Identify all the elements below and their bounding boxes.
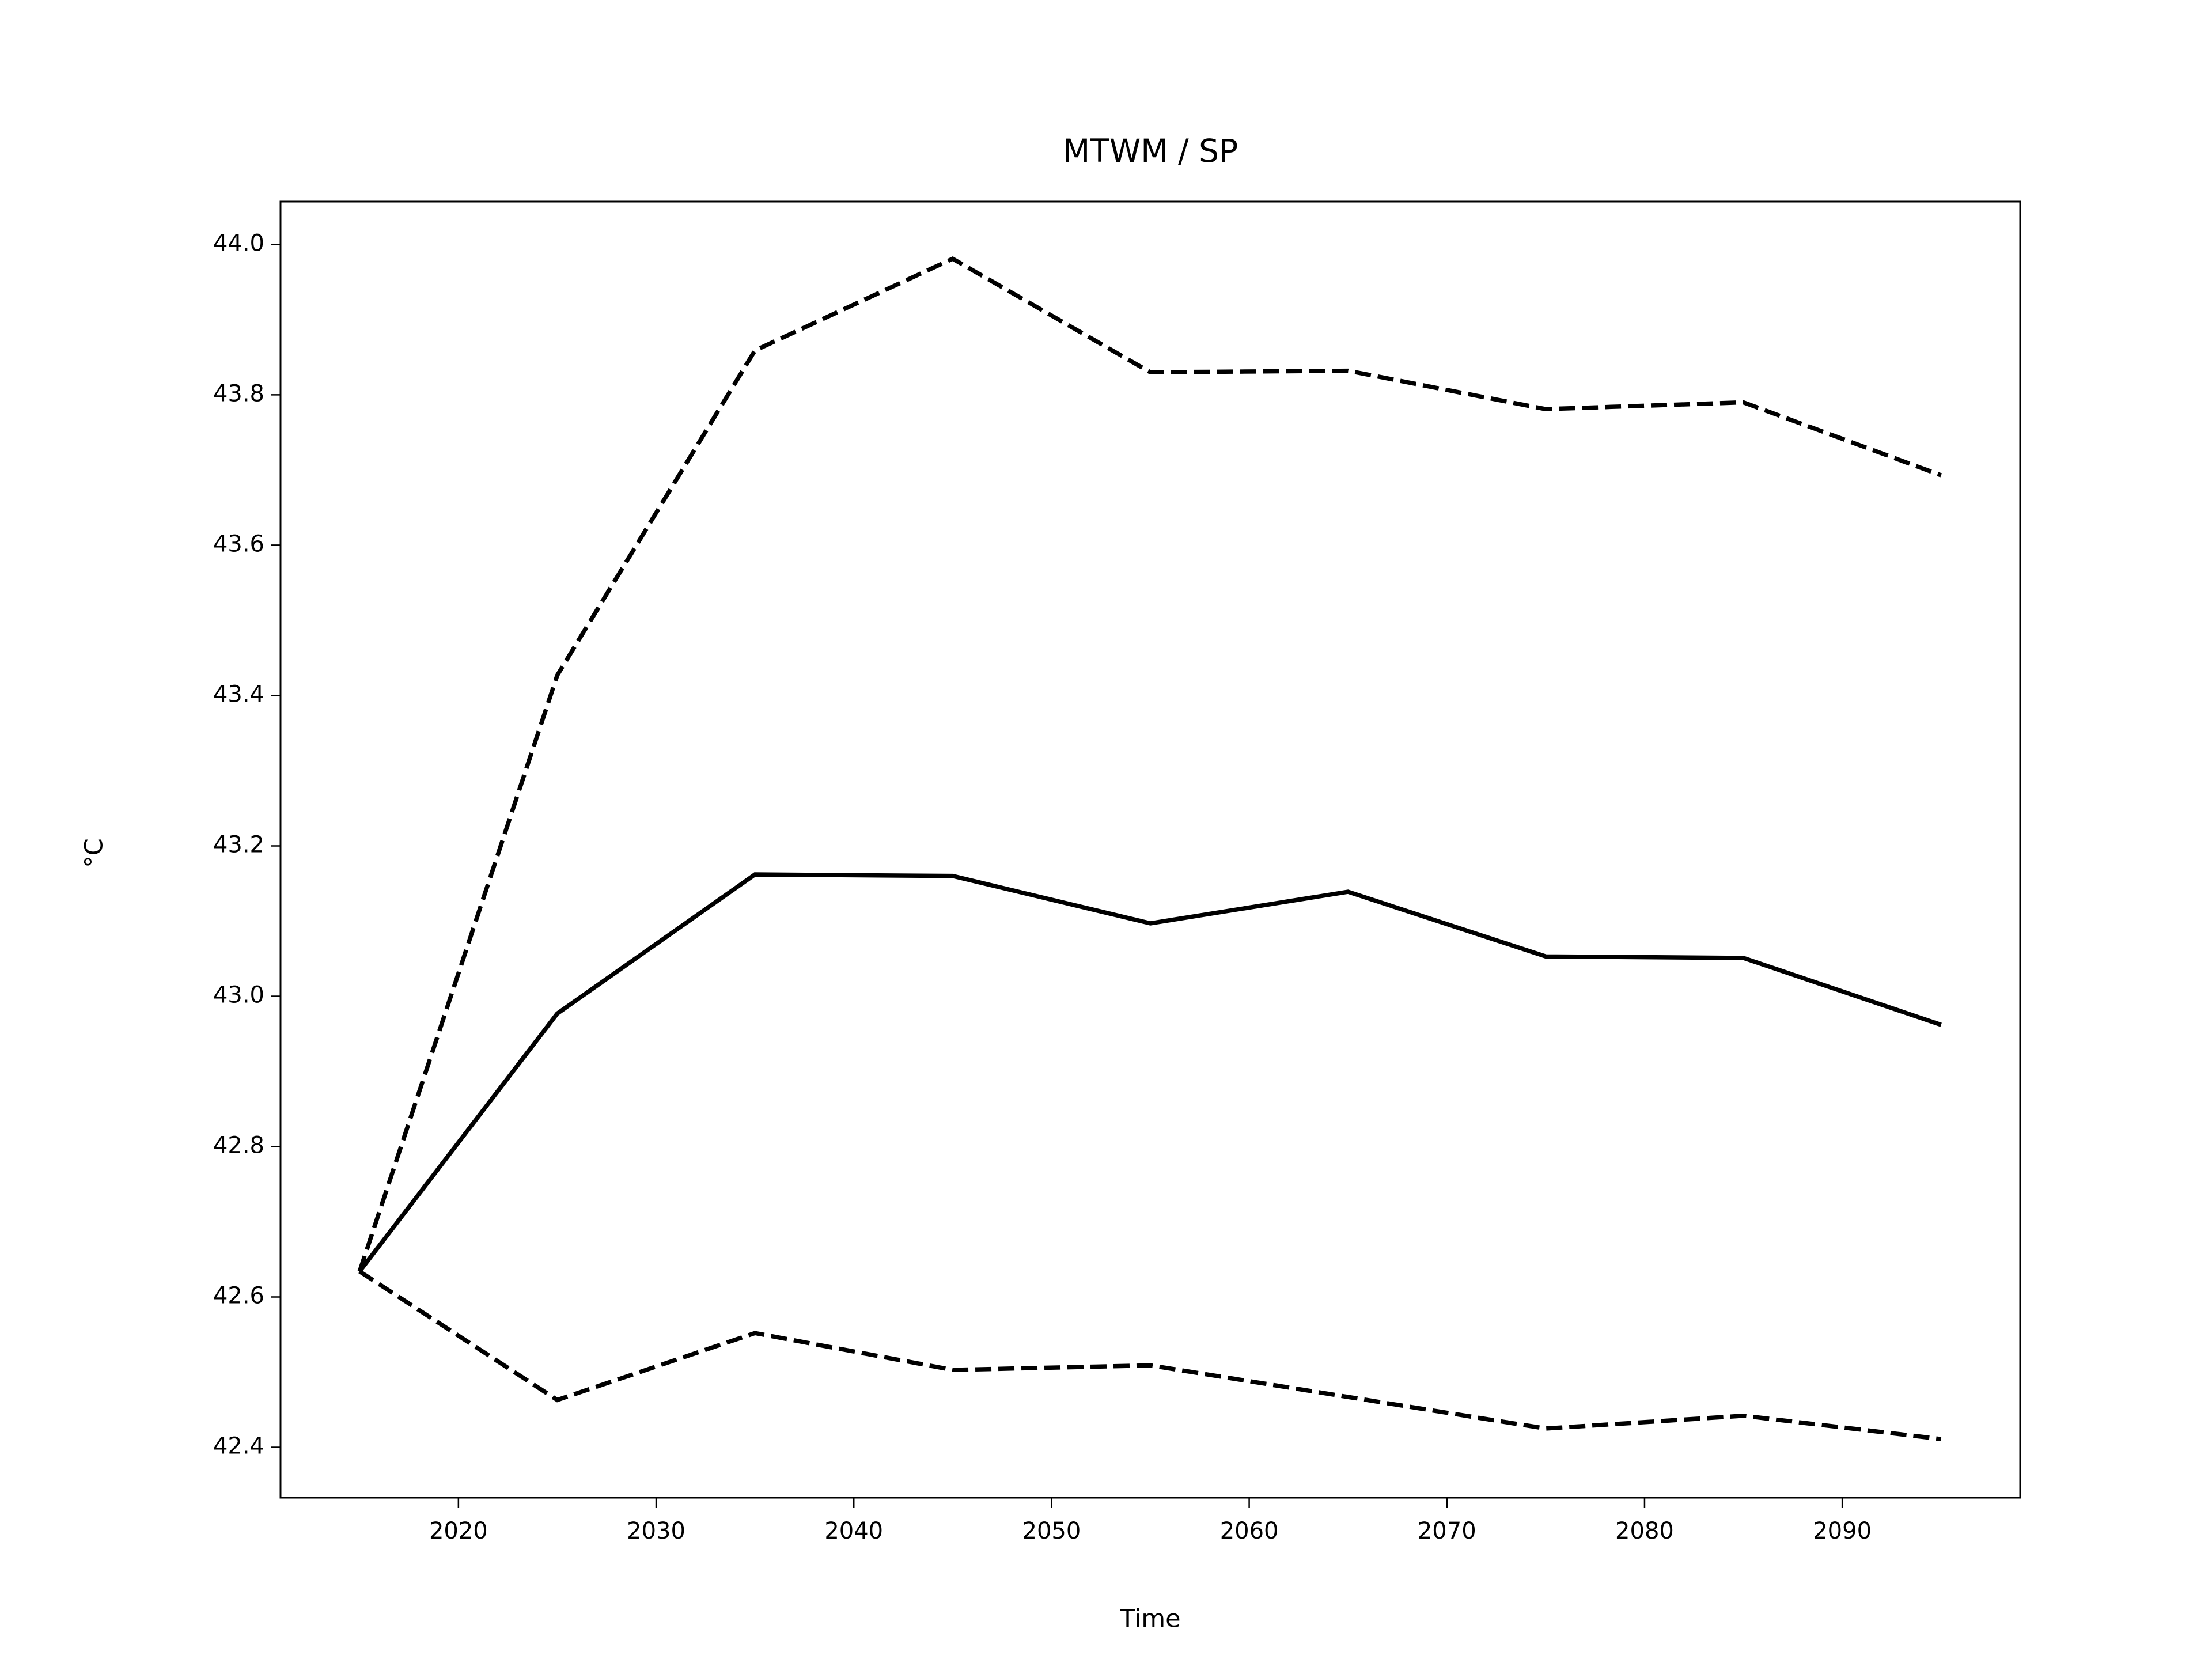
x-tick-label: 2020: [429, 1518, 488, 1544]
y-tick-label: 43.4: [213, 681, 264, 707]
y-tick-label: 42.8: [213, 1132, 264, 1159]
y-axis-label: °C: [80, 838, 109, 868]
line-series: [357, 256, 1942, 1272]
x-tick-label: 2070: [1418, 1518, 1476, 1544]
x-tick-label: 2040: [824, 1518, 883, 1544]
line-series: [358, 1270, 1942, 1441]
y-tick-label: 43.6: [213, 531, 264, 557]
x-axis-label: Time: [1119, 1605, 1180, 1634]
chart-title: MTWM / SP: [1063, 132, 1238, 169]
x-tick-label: 2060: [1220, 1518, 1279, 1544]
y-tick-label: 42.4: [213, 1433, 264, 1460]
plot-frame: [279, 200, 2021, 1499]
y-tick-label: 42.6: [213, 1283, 264, 1309]
x-tick-label: 2090: [1813, 1518, 1872, 1544]
x-tick-label: 2030: [627, 1518, 685, 1544]
y-tick-label: 43.2: [213, 831, 264, 858]
line-series: [358, 872, 1942, 1273]
y-tick-label: 43.8: [213, 380, 264, 407]
y-tick-label: 43.0: [213, 982, 264, 1008]
y-tick-label: 44.0: [213, 230, 264, 256]
x-tick-label: 2080: [1615, 1518, 1674, 1544]
x-tick-label: 2050: [1022, 1518, 1081, 1544]
